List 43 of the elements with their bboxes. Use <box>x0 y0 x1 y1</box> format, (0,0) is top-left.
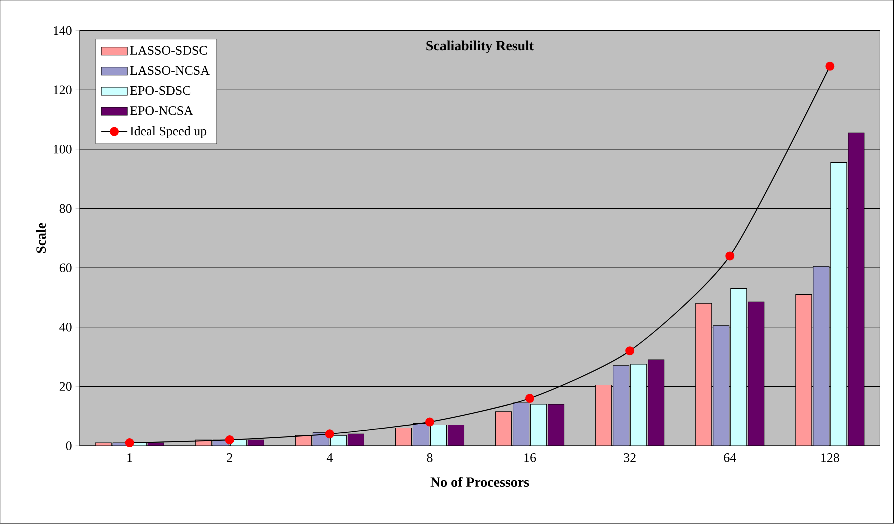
y-tick-label: 100 <box>54 145 72 154</box>
bar <box>448 425 465 446</box>
point <box>425 418 434 427</box>
bar <box>848 132 865 446</box>
legend-label: LASSO-NCSA <box>130 66 210 76</box>
bar <box>412 424 430 446</box>
y-tick-label: 80 <box>60 204 72 214</box>
legend-label: EPO-NCSA <box>130 106 194 116</box>
x-tick-label: 64 <box>724 454 736 462</box>
x-tick-label: 32 <box>624 454 636 462</box>
x-tick-label: 2 <box>227 454 232 462</box>
bar <box>813 266 830 446</box>
point <box>526 394 535 404</box>
bar <box>613 366 630 446</box>
y-tick-label: 60 <box>60 264 72 272</box>
legend-label: LASSO-SDSC <box>130 46 208 56</box>
text: Scaliability Result <box>426 40 534 54</box>
x-tick-label: 8 <box>427 454 433 462</box>
y-tick-label: 140 <box>54 26 72 36</box>
bar <box>748 302 765 446</box>
x-tick-label: 4 <box>326 454 333 462</box>
y-tick-label: 120 <box>54 86 72 95</box>
point <box>125 438 134 448</box>
x-tick-label: 16 <box>524 454 536 462</box>
point <box>826 62 835 71</box>
x-axis-title: No of Processors <box>430 477 530 488</box>
legend-label: Ideal Speed up <box>130 126 207 138</box>
y-tick-label: 0 <box>66 442 72 450</box>
bar <box>548 404 565 446</box>
bar <box>713 326 730 446</box>
x-tick-label: 1 <box>128 454 132 462</box>
bar <box>648 360 665 446</box>
point <box>626 346 635 356</box>
point <box>325 430 334 439</box>
bar <box>348 434 364 446</box>
point <box>225 436 234 445</box>
x-tick-label: 128 <box>822 454 840 462</box>
legend-label: EPO-SDSC <box>130 86 191 96</box>
y-tick-label: 40 <box>60 323 72 332</box>
y-tick-label: 20 <box>60 382 72 392</box>
y-axis-title: Scale <box>36 223 46 254</box>
point <box>726 252 735 261</box>
bar <box>513 402 530 446</box>
